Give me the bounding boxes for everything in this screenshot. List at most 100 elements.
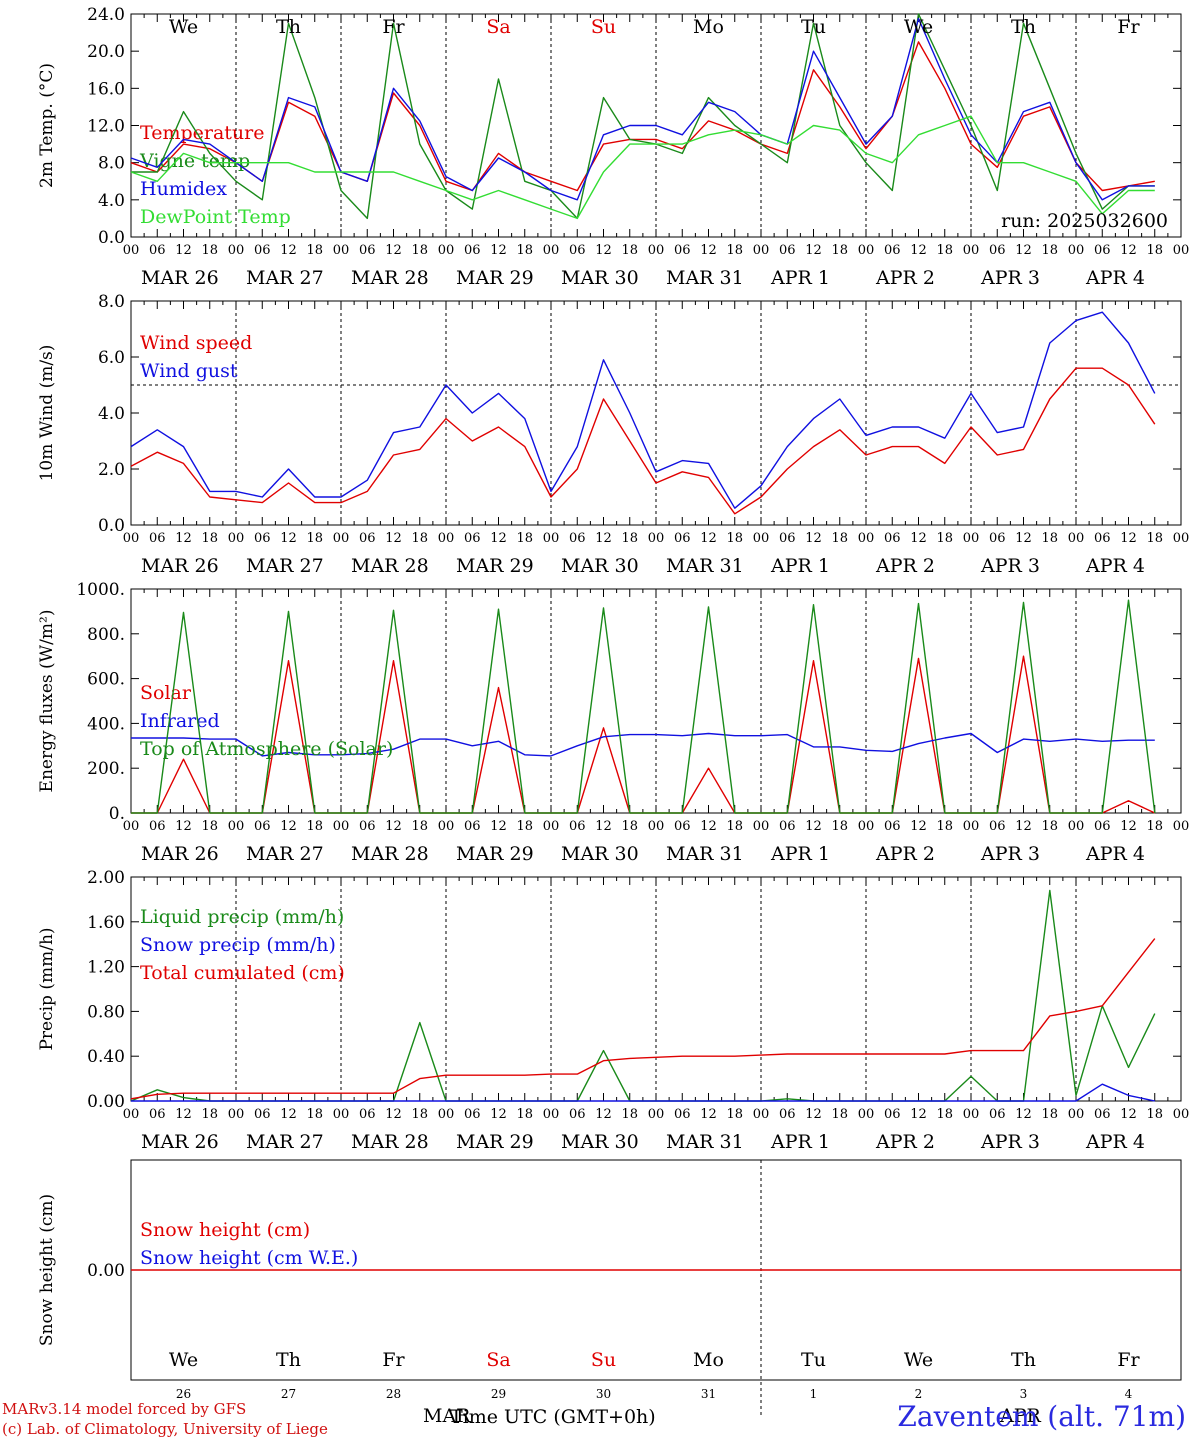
hour-tick-label: 12 <box>490 1107 507 1122</box>
hour-tick-label: 12 <box>385 819 402 834</box>
panel-frame <box>130 300 1182 526</box>
hour-tick-label: 06 <box>1094 819 1111 834</box>
date-label: MAR 31 <box>666 555 744 577</box>
hour-tick-label: 00 <box>858 819 875 834</box>
hour-tick-label: 18 <box>621 819 638 834</box>
hour-tick-label: 00 <box>1068 1107 1085 1122</box>
y-tick-label: 200. <box>87 759 125 779</box>
weekday-label: Fr <box>1117 1349 1140 1371</box>
weekday-label: Su <box>591 16 616 38</box>
day-number-label: 30 <box>596 1387 611 1401</box>
hour-tick-label: 12 <box>490 243 507 258</box>
weekday-label: Th <box>276 1349 301 1371</box>
hour-tick-label: 00 <box>648 243 665 258</box>
y-tick-label: 20.0 <box>87 42 125 62</box>
legend-entry: Humidex <box>140 178 227 200</box>
hour-tick-label: 18 <box>1146 531 1163 546</box>
y-tick-label: 6.0 <box>98 348 125 368</box>
hour-tick-label: 06 <box>674 819 691 834</box>
y-tick-label: 0. <box>109 804 125 824</box>
date-label: APR 2 <box>875 555 935 577</box>
hour-tick-label: 12 <box>1015 243 1032 258</box>
date-label: MAR 27 <box>246 555 324 577</box>
hour-tick-label: 12 <box>385 531 402 546</box>
hour-tick-label: 18 <box>306 819 323 834</box>
legend-entry: Infrared <box>140 710 220 732</box>
date-label: MAR 26 <box>141 843 219 865</box>
month-label: APR <box>999 1405 1042 1427</box>
series-line <box>130 938 1156 1100</box>
hour-tick-label: 00 <box>123 243 140 258</box>
legend-entry: Solar <box>140 682 192 704</box>
hour-tick-label: 06 <box>149 531 166 546</box>
hour-tick-label: 18 <box>201 531 218 546</box>
hour-tick-label: 12 <box>1015 531 1032 546</box>
hour-tick-label: 06 <box>884 531 901 546</box>
date-label: MAR 30 <box>561 1131 639 1153</box>
hour-tick-label: 00 <box>1068 531 1085 546</box>
y-tick-label: 1.20 <box>87 958 125 978</box>
date-label: MAR 29 <box>456 1131 534 1153</box>
date-label: APR 4 <box>1085 843 1145 865</box>
hour-tick-label: 06 <box>674 1107 691 1122</box>
weekday-label: Th <box>1011 16 1036 38</box>
date-label: MAR 28 <box>351 555 429 577</box>
hour-tick-label: 06 <box>1094 531 1111 546</box>
hour-tick-label: 12 <box>595 531 612 546</box>
hour-tick-label: 12 <box>280 819 297 834</box>
date-label: APR 1 <box>770 555 830 577</box>
hour-tick-label: 18 <box>621 243 638 258</box>
hour-tick-label: 00 <box>963 819 980 834</box>
hour-tick-label: 18 <box>1041 1107 1058 1122</box>
series-line <box>130 115 1155 220</box>
hour-tick-label: 00 <box>333 243 350 258</box>
y-tick-label: 1000. <box>76 580 125 600</box>
date-label: MAR 27 <box>246 843 324 865</box>
panel-frame <box>130 588 1182 814</box>
hour-tick-label: 06 <box>149 819 166 834</box>
hour-tick-label: 00 <box>963 243 980 258</box>
weekday-label: Fr <box>382 16 405 38</box>
y-tick-label: 12.0 <box>87 117 125 137</box>
date-label: MAR 29 <box>456 843 534 865</box>
day-number-label: 28 <box>386 1387 401 1401</box>
hour-tick-label: 06 <box>149 1107 166 1122</box>
weekday-label: Mo <box>693 16 724 38</box>
hour-tick-label: 18 <box>831 243 848 258</box>
series-line <box>130 17 1155 201</box>
day-number-label: 27 <box>281 1387 296 1401</box>
hour-tick-label: 06 <box>989 1107 1006 1122</box>
hour-tick-label: 00 <box>858 243 875 258</box>
hour-tick-label: 12 <box>280 531 297 546</box>
y-tick-label: 8.0 <box>98 154 125 174</box>
hour-tick-label: 06 <box>359 531 376 546</box>
hour-tick-label: 18 <box>1146 1107 1163 1122</box>
hour-tick-label: 06 <box>989 819 1006 834</box>
hour-tick-label: 00 <box>1173 1107 1190 1122</box>
hour-tick-label: 00 <box>228 531 245 546</box>
hour-tick-label: 00 <box>438 531 455 546</box>
hour-tick-label: 06 <box>989 531 1006 546</box>
weekday-label: We <box>169 1349 198 1371</box>
hour-tick-label: 18 <box>936 1107 953 1122</box>
hour-tick-label: 00 <box>1068 819 1085 834</box>
hour-tick-label: 06 <box>359 243 376 258</box>
month-label: MAR <box>423 1405 471 1427</box>
date-label: MAR 28 <box>351 1131 429 1153</box>
hour-tick-label: 06 <box>1094 243 1111 258</box>
day-number-label: 2 <box>915 1387 923 1401</box>
date-label: APR 2 <box>875 267 935 289</box>
hour-tick-label: 12 <box>700 1107 717 1122</box>
hour-tick-label: 12 <box>595 1107 612 1122</box>
hour-tick-label: 06 <box>779 819 796 834</box>
date-label: APR 3 <box>980 267 1040 289</box>
series-line <box>130 41 1155 192</box>
hour-tick-label: 06 <box>359 1107 376 1122</box>
hour-tick-label: 12 <box>910 243 927 258</box>
date-label: MAR 31 <box>666 843 744 865</box>
hour-tick-label: 12 <box>280 243 297 258</box>
hour-tick-label: 00 <box>1173 243 1190 258</box>
series-line <box>131 1083 1155 1102</box>
hour-tick-label: 12 <box>700 819 717 834</box>
hour-tick-label: 12 <box>1120 819 1137 834</box>
